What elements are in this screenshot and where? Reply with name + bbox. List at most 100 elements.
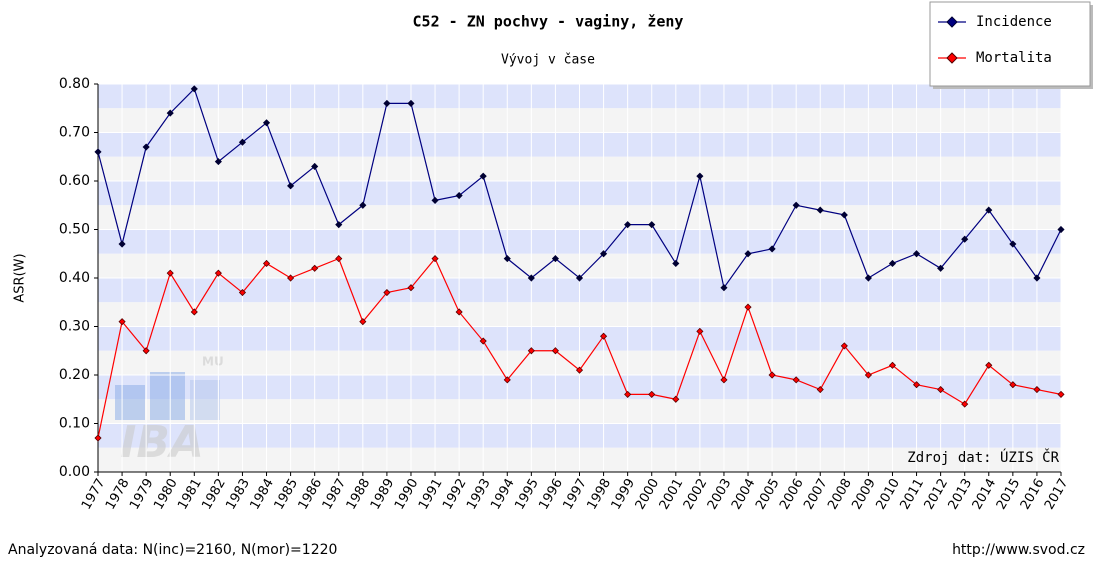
data-point	[94, 148, 102, 156]
data-point	[888, 259, 897, 268]
x-tick-label: 1997	[560, 476, 590, 512]
logo-block	[150, 372, 185, 420]
data-point	[287, 182, 295, 190]
x-tick-label: 1983	[223, 476, 253, 512]
x-tick-label: 1993	[464, 476, 494, 512]
data-point	[142, 347, 150, 355]
y-tick-label: 0.40	[59, 270, 90, 286]
x-tick-label: 2016	[1018, 476, 1048, 512]
data-point	[1033, 385, 1041, 394]
data-point	[1057, 225, 1065, 234]
x-tick-label: 2001	[657, 476, 687, 512]
footer-left: Analyzovaná data: N(inc)=2160, N(mor)=12…	[8, 542, 337, 558]
logo-block	[115, 385, 145, 420]
x-tick-label: 1988	[344, 476, 374, 512]
x-tick-label: 2011	[898, 476, 928, 512]
x-tick-label: 2017	[1042, 476, 1072, 512]
data-point	[455, 308, 463, 316]
y-tick-label: 0.80	[59, 76, 90, 92]
data-point	[985, 361, 993, 369]
data-point	[527, 347, 535, 355]
data-point	[238, 288, 247, 297]
logo-block	[190, 380, 220, 420]
data-point	[262, 259, 271, 268]
annotation: Zdroj dat: ÚZIS ČR	[907, 448, 1059, 466]
x-tick-label: 1992	[440, 476, 470, 512]
data-point	[912, 381, 921, 389]
y-tick-label: 0.00	[59, 464, 90, 480]
x-tick-label: 1989	[368, 476, 398, 512]
data-point	[311, 264, 319, 272]
y-tick-label: 0.60	[59, 173, 90, 189]
logo: IBA MU	[115, 355, 224, 468]
x-tick-label: 1991	[416, 476, 446, 512]
y-tick-label: 0.10	[59, 416, 90, 432]
logo-text: IBA	[120, 417, 204, 468]
x-tick-label: 2000	[633, 476, 663, 512]
x-tick-label: 1984	[247, 476, 277, 512]
legend-box	[929, 1, 1091, 87]
data-point	[792, 376, 800, 384]
x-tick-label: 2005	[753, 476, 783, 512]
data-point	[600, 250, 608, 258]
data-point	[407, 99, 415, 107]
chart-subtitle: Vývoj v čase	[501, 53, 595, 68]
data-point	[503, 376, 511, 384]
data-point	[1009, 381, 1017, 389]
data-point	[864, 274, 872, 282]
data-point	[648, 390, 656, 398]
data-point	[1009, 240, 1017, 248]
x-tick-label: 2004	[729, 476, 759, 512]
data-point	[503, 255, 511, 263]
data-point	[792, 201, 800, 209]
y-axis-label: ASR(W)	[13, 253, 28, 302]
data-point	[214, 158, 222, 166]
data-point	[624, 221, 632, 229]
data-point	[383, 288, 391, 297]
data-point	[624, 390, 632, 398]
data-point	[383, 99, 391, 107]
data-point	[575, 274, 584, 282]
data-point	[262, 119, 271, 127]
data-point	[551, 255, 559, 263]
data-point	[118, 240, 126, 248]
data-point	[696, 327, 704, 335]
x-tick-label: 2002	[681, 476, 711, 512]
data-point	[648, 221, 656, 229]
data-point	[720, 284, 728, 292]
data-point	[816, 206, 824, 214]
data-point	[479, 337, 487, 345]
x-tick-label: 1980	[151, 476, 181, 512]
data-point	[720, 376, 728, 384]
data-point	[912, 250, 921, 258]
data-point	[287, 274, 295, 282]
data-point	[672, 395, 680, 403]
data-point	[888, 361, 897, 369]
data-point	[840, 211, 848, 219]
data-point	[961, 235, 969, 243]
x-tick-label: 1985	[272, 476, 302, 512]
data-point	[551, 347, 559, 355]
legend: Incidence Mortalita	[929, 1, 1093, 89]
data-point	[744, 250, 752, 258]
data-point	[118, 318, 126, 326]
x-tick-label: 1979	[127, 476, 157, 512]
legend-label: Mortalita	[976, 50, 1052, 66]
data-point	[359, 318, 367, 326]
data-point	[335, 255, 343, 263]
data-point	[1033, 274, 1041, 282]
data-point	[94, 434, 102, 442]
x-tick-label: 2015	[994, 476, 1024, 512]
data-point	[600, 332, 608, 340]
y-tick-label: 0.20	[59, 367, 90, 383]
data-point	[190, 308, 198, 316]
data-point	[335, 221, 343, 229]
data-point	[166, 109, 174, 117]
x-tick-label: 1987	[320, 476, 350, 512]
data-point	[768, 245, 776, 253]
x-tick-label: 1977	[79, 476, 109, 512]
data-point	[431, 255, 439, 263]
logo-superscript: MU	[202, 355, 224, 369]
x-tick-label: 1986	[296, 476, 326, 512]
data-point	[407, 284, 415, 292]
